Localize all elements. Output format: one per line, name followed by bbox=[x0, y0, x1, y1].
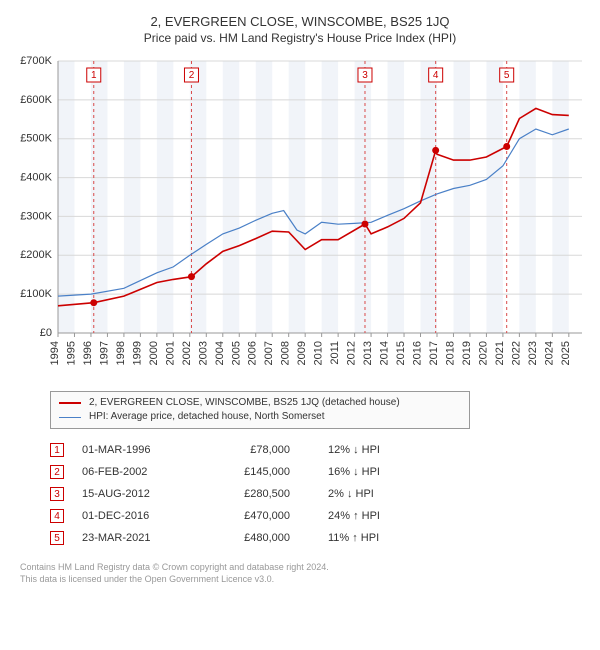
legend-label-blue: HPI: Average price, detached house, Nort… bbox=[89, 410, 325, 424]
svg-text:£0: £0 bbox=[40, 327, 52, 339]
svg-text:2012: 2012 bbox=[346, 341, 358, 365]
svg-text:1994: 1994 bbox=[49, 341, 61, 365]
chart-svg: £0 £100K £200K £300K £400K £500K £600K £700K 199… bbox=[10, 53, 590, 383]
table-row: 5 23-MAR-2021 £480,000 11% ↑ HPI bbox=[50, 527, 590, 549]
legend-row-blue: HPI: Average price, detached house, Nort… bbox=[59, 410, 461, 424]
sale-date: 01-DEC-2016 bbox=[82, 510, 192, 522]
svg-text:3: 3 bbox=[362, 70, 368, 81]
sale-price: £280,500 bbox=[210, 488, 290, 500]
sale-date: 06-FEB-2002 bbox=[82, 466, 192, 478]
svg-text:1998: 1998 bbox=[115, 341, 127, 365]
svg-text:2016: 2016 bbox=[412, 341, 424, 365]
svg-text:2023: 2023 bbox=[527, 341, 539, 365]
table-row: 4 01-DEC-2016 £470,000 24% ↑ HPI bbox=[50, 505, 590, 527]
svg-text:2005: 2005 bbox=[230, 341, 242, 365]
svg-text:2007: 2007 bbox=[263, 341, 275, 365]
sale-marker-box: 2 bbox=[50, 465, 64, 479]
svg-text:2014: 2014 bbox=[379, 341, 391, 365]
svg-text:2004: 2004 bbox=[214, 341, 226, 365]
svg-text:2011: 2011 bbox=[329, 341, 341, 365]
legend-row-red: 2, EVERGREEN CLOSE, WINSCOMBE, BS25 1JQ … bbox=[59, 396, 461, 410]
sale-date: 23-MAR-2021 bbox=[82, 532, 192, 544]
sale-marker-box: 4 bbox=[50, 509, 64, 523]
svg-text:2000: 2000 bbox=[148, 341, 160, 365]
sale-vs-hpi: 2% ↓ HPI bbox=[308, 488, 428, 500]
svg-text:£200K: £200K bbox=[20, 249, 52, 261]
sale-marker-box: 5 bbox=[50, 531, 64, 545]
svg-text:£300K: £300K bbox=[20, 210, 52, 222]
sale-date: 15-AUG-2012 bbox=[82, 488, 192, 500]
sale-price: £470,000 bbox=[210, 510, 290, 522]
sale-vs-hpi: 24% ↑ HPI bbox=[308, 510, 428, 522]
svg-text:2010: 2010 bbox=[313, 341, 325, 365]
legend-label-red: 2, EVERGREEN CLOSE, WINSCOMBE, BS25 1JQ … bbox=[89, 396, 400, 410]
page-root: 2, EVERGREEN CLOSE, WINSCOMBE, BS25 1JQ … bbox=[0, 0, 600, 595]
svg-text:2021: 2021 bbox=[494, 341, 506, 365]
svg-text:2022: 2022 bbox=[510, 341, 522, 365]
chart-subtitle: Price paid vs. HM Land Registry's House … bbox=[10, 31, 590, 45]
svg-text:2009: 2009 bbox=[296, 341, 308, 365]
svg-text:£600K: £600K bbox=[20, 94, 52, 106]
sale-price: £78,000 bbox=[210, 444, 290, 456]
svg-text:2: 2 bbox=[189, 70, 195, 81]
attribution-footer: Contains HM Land Registry data © Crown c… bbox=[20, 561, 590, 585]
svg-text:5: 5 bbox=[504, 70, 510, 81]
svg-text:1995: 1995 bbox=[65, 341, 77, 365]
svg-text:2002: 2002 bbox=[181, 341, 193, 365]
sale-vs-hpi: 12% ↓ HPI bbox=[308, 444, 428, 456]
svg-text:2025: 2025 bbox=[560, 341, 572, 365]
svg-text:1999: 1999 bbox=[131, 341, 143, 365]
footer-line-1: Contains HM Land Registry data © Crown c… bbox=[20, 561, 590, 573]
sale-date: 01-MAR-1996 bbox=[82, 444, 192, 456]
svg-text:2020: 2020 bbox=[477, 341, 489, 365]
legend-swatch-blue bbox=[59, 417, 81, 418]
table-row: 2 06-FEB-2002 £145,000 16% ↓ HPI bbox=[50, 461, 590, 483]
sale-vs-hpi: 16% ↓ HPI bbox=[308, 466, 428, 478]
svg-text:2018: 2018 bbox=[444, 341, 456, 365]
sale-vs-hpi: 11% ↑ HPI bbox=[308, 532, 428, 544]
svg-text:2019: 2019 bbox=[461, 341, 473, 365]
table-row: 1 01-MAR-1996 £78,000 12% ↓ HPI bbox=[50, 439, 590, 461]
svg-text:2001: 2001 bbox=[164, 341, 176, 365]
svg-text:4: 4 bbox=[433, 70, 439, 81]
table-row: 3 15-AUG-2012 £280,500 2% ↓ HPI bbox=[50, 483, 590, 505]
svg-text:2017: 2017 bbox=[428, 341, 440, 365]
svg-text:2003: 2003 bbox=[197, 341, 209, 365]
svg-text:1: 1 bbox=[91, 70, 97, 81]
svg-text:£100K: £100K bbox=[20, 288, 52, 300]
price-vs-hpi-chart: £0 £100K £200K £300K £400K £500K £600K £700K 199… bbox=[10, 53, 590, 383]
svg-text:£400K: £400K bbox=[20, 171, 52, 183]
svg-text:2024: 2024 bbox=[543, 341, 555, 365]
svg-text:1996: 1996 bbox=[82, 341, 94, 365]
svg-text:2008: 2008 bbox=[280, 341, 292, 365]
sale-price: £480,000 bbox=[210, 532, 290, 544]
sale-marker-box: 3 bbox=[50, 487, 64, 501]
sales-table: 1 01-MAR-1996 £78,000 12% ↓ HPI 2 06-FEB-2002… bbox=[50, 439, 590, 549]
svg-text:£700K: £700K bbox=[20, 55, 52, 67]
legend: 2, EVERGREEN CLOSE, WINSCOMBE, BS25 1JQ … bbox=[50, 391, 470, 429]
svg-text:2015: 2015 bbox=[395, 341, 407, 365]
svg-text:£500K: £500K bbox=[20, 133, 52, 145]
svg-text:1997: 1997 bbox=[98, 341, 110, 365]
chart-title: 2, EVERGREEN CLOSE, WINSCOMBE, BS25 1JQ bbox=[10, 14, 590, 29]
svg-text:2006: 2006 bbox=[247, 341, 259, 365]
footer-line-2: This data is licensed under the Open Gov… bbox=[20, 573, 590, 585]
sale-price: £145,000 bbox=[210, 466, 290, 478]
sale-marker-box: 1 bbox=[50, 443, 64, 457]
legend-swatch-red bbox=[59, 402, 81, 404]
svg-text:2013: 2013 bbox=[362, 341, 374, 365]
